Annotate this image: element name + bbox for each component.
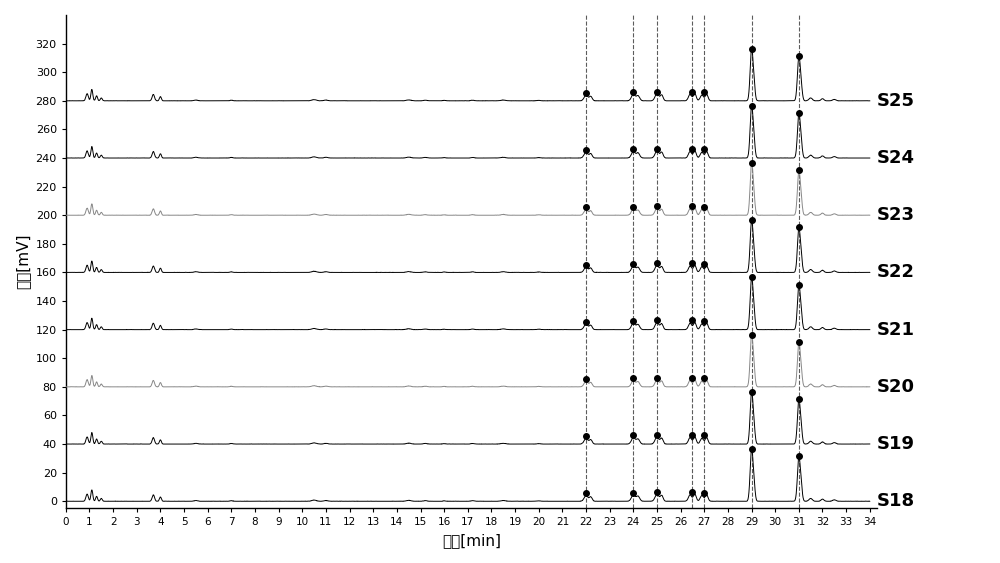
Text: S25: S25 [877,92,915,110]
Text: S19: S19 [877,435,915,453]
Text: S22: S22 [877,263,915,282]
Text: S24: S24 [877,149,915,167]
Text: S21: S21 [877,321,915,338]
X-axis label: 时间[min]: 时间[min] [442,533,501,548]
Text: S23: S23 [877,206,915,224]
Text: S18: S18 [877,492,915,510]
Y-axis label: 信号[mV]: 信号[mV] [15,234,30,289]
Text: S20: S20 [877,378,915,396]
